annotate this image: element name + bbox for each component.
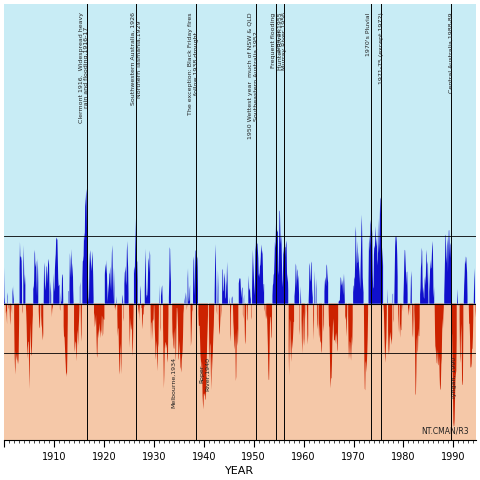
Text: Southwestern Australia, 1926
Northern Tasmania,1929: Southwestern Australia, 1926 Northern Ta… (131, 12, 142, 105)
Text: Melbourne,1934: Melbourne,1934 (171, 357, 176, 408)
Text: Tyngan, 1990: Tyngan, 1990 (452, 357, 457, 399)
Text: The exception: Black Friday fires
follow 1938 drought: The exception: Black Friday fires follow… (189, 12, 199, 115)
Text: 1971-75 (except 1972): 1971-75 (except 1972) (379, 12, 384, 84)
Text: Central Australia,1988-89: Central Australia,1988-89 (448, 12, 454, 93)
Text: Hunter River,1955: Hunter River,1955 (277, 12, 283, 70)
Text: NT.CMAN/R3: NT.CMAN/R3 (421, 427, 469, 435)
Text: Roper
River,1940: Roper River,1940 (199, 357, 210, 391)
Text: Murray River 1956: Murray River 1956 (282, 12, 287, 71)
Bar (4, 0, 476, 304)
Text: Frequent flooding
1954-56: Frequent flooding 1954-56 (271, 12, 282, 68)
Text: Clermont 1916.  Widespread heavy
rain and flooding,1916-17: Clermont 1916. Widespread heavy rain and… (79, 12, 89, 123)
Text: 1970's Pluvial: 1970's Pluvial (366, 12, 371, 56)
Bar (4, 304, 476, 480)
X-axis label: YEAR: YEAR (226, 466, 254, 476)
Text: 1950 Wettest year  much of NSW & QLD
Southeastern Australia,1952: 1950 Wettest year much of NSW & QLD Sout… (248, 12, 259, 139)
